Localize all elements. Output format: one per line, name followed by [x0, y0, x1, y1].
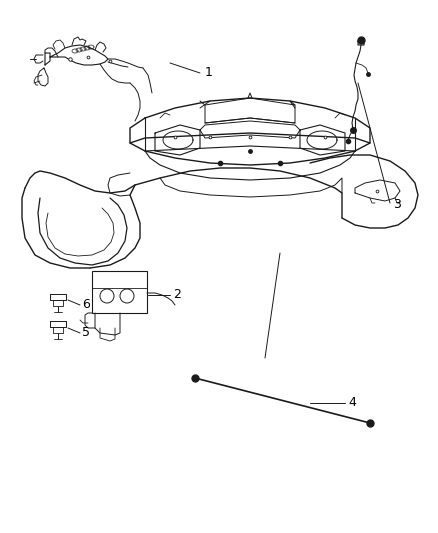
Text: 4: 4: [348, 397, 356, 409]
Text: 5: 5: [82, 327, 90, 340]
Text: 1: 1: [205, 67, 213, 79]
Text: 6: 6: [82, 298, 90, 311]
Ellipse shape: [100, 289, 114, 303]
Text: 2: 2: [173, 288, 181, 302]
FancyBboxPatch shape: [92, 271, 147, 313]
Ellipse shape: [120, 289, 134, 303]
Text: 3: 3: [393, 198, 401, 212]
